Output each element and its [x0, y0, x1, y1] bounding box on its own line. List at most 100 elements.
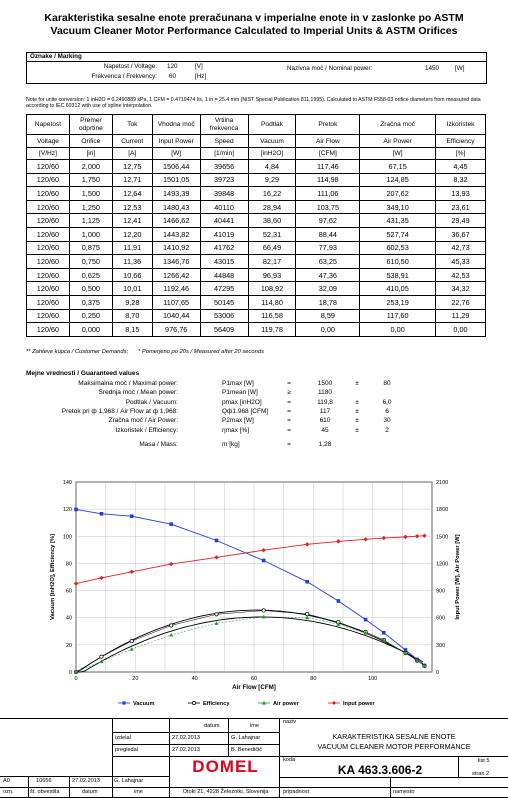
guaranteed-plusminus: ± — [355, 398, 359, 406]
table-cell: 253,19 — [359, 294, 437, 310]
company-address: Otoki 21, 4228 Železniki, Slovenija — [182, 789, 269, 795]
table-row: 120/60 0,750 11,36 1346,76 43015 82,17 63,25 61… — [26, 254, 486, 269]
guaranteed-plusminus: ± — [355, 407, 359, 415]
table-cell: 1443,82 — [151, 226, 201, 242]
header-unit-2: [A] — [111, 147, 153, 160]
table-cell: 4,45 — [435, 159, 486, 174]
table-cell: 120/60 — [26, 199, 70, 215]
table-cell: 38,60 — [247, 213, 297, 228]
guaranteed-label: Maksimalna moč / Maximal power: — [78, 380, 178, 387]
table-cell: 1,750 — [68, 172, 113, 188]
table-cell: 11,36 — [111, 254, 153, 269]
legend-marker-input-power — [332, 701, 336, 705]
table-cell: 11,91 — [111, 240, 153, 256]
table-cell: 2,000 — [68, 159, 113, 174]
table-cell: 114,80 — [247, 294, 297, 310]
table-cell: 1501,05 — [151, 172, 201, 188]
table-cell: 40110 — [199, 199, 249, 215]
table-cell: 8,15 — [111, 322, 153, 337]
header-unit-7: [W] — [359, 147, 437, 160]
table-cell: 1040,44 — [151, 308, 201, 324]
table-cell: 117,46 — [295, 159, 361, 174]
y-left-tick-label: 80 — [66, 561, 72, 567]
table-cell: 120/60 — [26, 294, 70, 310]
x-tick-label: 80 — [310, 676, 316, 682]
header-en-4: Speed — [199, 134, 249, 148]
guaranteed-tolerance: 6 — [385, 407, 389, 415]
table-cell: 0,875 — [68, 240, 113, 256]
table-cell: 0,625 — [68, 267, 113, 283]
point-input-power — [336, 539, 341, 544]
legend-label-input-power: Input power — [343, 701, 376, 707]
table-cell: 56409 — [199, 322, 249, 337]
table-cell: 431,35 — [359, 213, 437, 228]
point-input-power — [304, 542, 310, 547]
header-unit-0: [V/Hz] — [26, 147, 70, 160]
header-sl-4: Vrtilna frekvenca — [199, 114, 249, 135]
table-cell: 47295 — [199, 281, 249, 296]
table-row: 120/60 1,500 12,64 1493,39 39848 16,22 111,06 2… — [26, 186, 486, 201]
table-body: 120/60 2,000 12,75 1506,44 39656 4,84 117,46 67… — [26, 159, 486, 337]
point-air-power — [415, 658, 420, 663]
guaranteed-label: Zračna moč / Air Power: — [108, 417, 178, 425]
table-cell: 410,05 — [359, 281, 437, 296]
point-air-power — [336, 622, 341, 626]
guaranteed-tolerance: 80 — [383, 380, 391, 387]
point-air-power — [169, 632, 174, 637]
table-cell: 0,000 — [68, 322, 113, 337]
domel-logo: DOMEL — [192, 757, 259, 776]
header-unit-8: [%] — [435, 147, 486, 160]
header-en-6: Air Flow — [295, 134, 361, 148]
table-cell: 47,36 — [295, 267, 361, 283]
point-vacuum — [169, 522, 174, 526]
table-cell: 45,33 — [435, 254, 486, 269]
point-efficiency — [129, 639, 134, 644]
y-right-tick-label: 0 — [436, 670, 439, 676]
guaranteed-plusminus: ± — [355, 417, 359, 425]
table-cell: 1,250 — [68, 199, 113, 215]
marking-box: Oznake / Marking Napetost / Voltage: 120… — [26, 52, 487, 84]
point-vacuum — [214, 538, 219, 543]
marking-heading: Oznake / Marking — [30, 53, 82, 60]
table-cell: 96,93 — [247, 267, 297, 283]
header-row-en: Voltage Orifice Current Input Power Speed Vac… — [26, 134, 486, 148]
pripadnost-label: pripadnost — [283, 789, 310, 795]
table-cell: 116,58 — [247, 308, 297, 324]
table-cell: 9,28 — [111, 294, 153, 310]
header-en-3: Input Power — [151, 134, 201, 148]
table-cell: 8,32 — [435, 172, 486, 188]
y-right-tick-label: 900 — [436, 589, 445, 595]
table-cell: 349,10 — [359, 199, 437, 215]
obvestila-label: št. obvestila — [30, 789, 60, 795]
x-tick-label: 20 — [132, 676, 138, 682]
table-row: 120/60 1,000 12,20 1443,82 41019 52,31 88,44 52… — [26, 226, 486, 242]
guaranteed-symbol: P2max [W] — [222, 417, 254, 425]
table-cell: 18,78 — [295, 294, 361, 310]
rev-letter: A0 — [3, 778, 10, 784]
table-cell: 9,29 — [247, 172, 297, 188]
koda-label: koda — [283, 757, 296, 763]
point-input-power — [129, 569, 134, 574]
header-unit-4: [1/min] — [199, 147, 249, 160]
guaranteed-relation: = — [287, 398, 291, 406]
header-sl-0: Napetost — [26, 114, 70, 135]
table-cell: 1346,76 — [151, 254, 201, 269]
doc-title-en: Vacuum Cleaner Motor Performance Calcula… — [50, 25, 458, 37]
guaranteed-plusminus: ± — [355, 426, 359, 434]
table-cell: 39656 — [199, 159, 249, 174]
table-cell: 1266,42 — [151, 267, 201, 283]
rev-name: G. Lahajnar — [114, 778, 144, 784]
footnote-customer: ** Zahteve kupca / Customer Demands; — [26, 349, 129, 355]
guaranteed-symbol: m [kg] — [222, 440, 240, 448]
table-row: 120/60 1,750 12,71 1501,05 39723 9,29 114,98 12… — [26, 172, 486, 188]
table-cell: 1410,92 — [151, 240, 201, 256]
table-cell: 120/60 — [26, 308, 70, 324]
guaranteed-value: 119,8 — [317, 398, 333, 406]
table-cell: 12,75 — [111, 159, 153, 174]
point-vacuum — [403, 648, 408, 652]
table-cell: 34,32 — [435, 281, 486, 296]
point-air-power — [261, 614, 266, 619]
table-cell: 103,75 — [295, 199, 361, 215]
table-cell: 11,29 — [435, 308, 486, 324]
point-vacuum — [336, 599, 341, 603]
